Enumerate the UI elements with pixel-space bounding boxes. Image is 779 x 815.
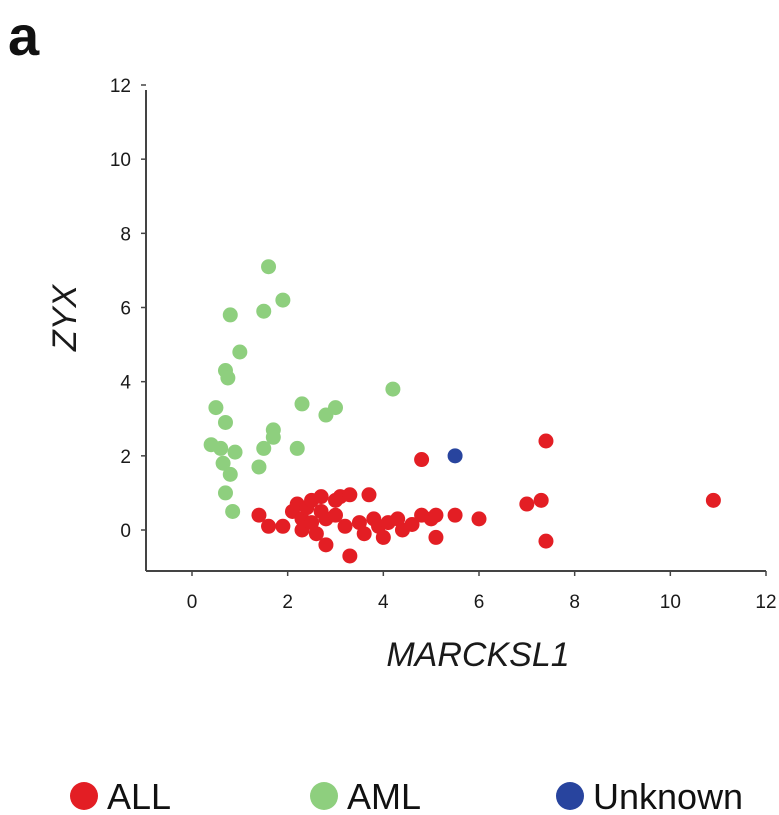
data-point-aml: [215, 455, 231, 471]
y-tick-label: 10: [110, 150, 131, 171]
data-point-aml: [294, 396, 310, 412]
data-point-all: [519, 496, 535, 512]
x-tick-label: 8: [569, 592, 580, 613]
data-point-all: [471, 511, 487, 527]
data-point-all: [428, 507, 444, 523]
data-point-aml: [208, 400, 224, 416]
data-point-all: [337, 518, 353, 534]
data-point-aml: [220, 370, 236, 386]
data-point-all: [318, 537, 334, 553]
data-point-all: [414, 452, 430, 468]
legend: ALL AML Unknown: [70, 776, 743, 815]
legend-marker-aml: [310, 782, 338, 810]
panel-label: a: [8, 4, 40, 67]
data-point-all: [275, 518, 291, 534]
x-tick-label: 6: [474, 592, 485, 613]
data-point-all: [447, 507, 463, 523]
data-point-all: [533, 492, 549, 508]
data-point-all: [342, 548, 358, 564]
plot-area: 0 2 4 6 8 10 12 0 2 4 6 8 10 12: [110, 76, 777, 613]
data-point-aml: [289, 440, 305, 456]
data-point-aml: [256, 440, 272, 456]
x-tick-label: 4: [378, 592, 389, 613]
data-point-all: [705, 492, 721, 508]
y-tick-label: 2: [120, 447, 131, 468]
data-point-all: [375, 529, 391, 545]
x-tick-label: 12: [755, 592, 776, 613]
axis-ticks: 0 2 4 6 8 10 12 0 2 4 6 8 10 12: [110, 76, 777, 613]
data-point-all: [328, 507, 343, 523]
legend-marker-unknown: [556, 782, 584, 810]
data-point-all: [261, 518, 277, 534]
data-point-all: [251, 507, 267, 523]
y-axis-label: ZYX: [46, 284, 84, 352]
data-point-all: [342, 487, 358, 503]
legend-label-unknown: Unknown: [593, 776, 743, 815]
y-tick-label: 6: [120, 299, 131, 320]
data-point-all: [361, 487, 377, 503]
data-point-unknown: [447, 448, 463, 464]
data-point-aml: [265, 429, 281, 445]
data-point-aml: [385, 381, 401, 397]
y-tick-label: 0: [120, 521, 131, 542]
data-point-aml: [256, 303, 272, 319]
data-point-all: [538, 533, 554, 549]
data-point-all: [538, 433, 554, 449]
data-point-all: [356, 526, 372, 542]
y-tick-label: 4: [120, 373, 131, 394]
data-point-aml: [275, 292, 291, 308]
data-point-aml: [217, 485, 233, 501]
legend-label-aml: AML: [347, 776, 421, 815]
data-point-aml: [261, 259, 277, 275]
x-tick-label: 0: [187, 592, 198, 613]
x-tick-label: 10: [660, 592, 681, 613]
data-point-aml: [222, 466, 238, 482]
data-points: [203, 259, 721, 564]
legend-label-all: ALL: [107, 776, 171, 815]
data-point-aml: [222, 307, 238, 323]
data-point-all: [308, 526, 324, 542]
legend-marker-all: [70, 782, 98, 810]
data-point-aml: [217, 414, 233, 430]
data-point-aml: [232, 344, 248, 360]
data-point-all: [428, 529, 444, 545]
data-point-all: [404, 516, 420, 532]
x-axis-label: MARCKSL1: [386, 636, 569, 674]
data-point-aml: [213, 440, 229, 456]
data-point-all: [313, 489, 329, 505]
x-tick-label: 2: [282, 592, 293, 613]
data-point-aml: [251, 459, 267, 475]
data-point-aml: [328, 400, 343, 416]
data-point-aml: [227, 444, 243, 460]
y-tick-label: 12: [110, 76, 131, 97]
y-tick-label: 8: [120, 224, 131, 245]
data-point-aml: [225, 503, 241, 519]
